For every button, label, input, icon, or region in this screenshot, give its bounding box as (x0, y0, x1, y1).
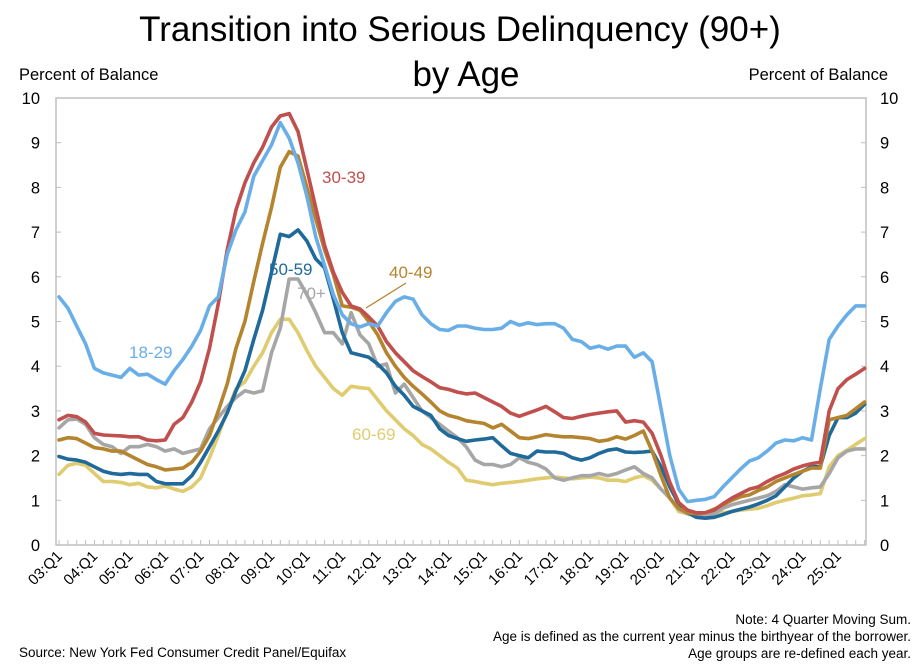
series-label-30-39: 30-39 (322, 168, 365, 187)
x-tick-label: 22:Q1 (698, 548, 739, 589)
note-line-3: Age groups are re-defined each year. (688, 646, 911, 661)
x-tick-label: 09:Q1 (237, 548, 278, 589)
series-label-60-69: 60-69 (352, 425, 395, 444)
y-tick-label-left: 4 (31, 358, 40, 376)
x-tick-label: 21:Q1 (662, 548, 703, 589)
x-tick-label: 10:Q1 (273, 548, 314, 589)
y-tick-label-left: 10 (22, 90, 40, 108)
y-tick-label-left: 5 (31, 314, 40, 332)
x-tick-label: 06:Q1 (131, 548, 172, 589)
note-line-1: Note: 4 Quarter Moving Sum. (735, 612, 911, 627)
x-tick-label: 15:Q1 (450, 548, 491, 589)
y-tick-label-right: 1 (880, 492, 889, 510)
source-note: Source: New York Fed Consumer Credit Pan… (19, 645, 347, 660)
x-tick-label: 05:Q1 (96, 548, 137, 589)
x-tick-label: 16:Q1 (485, 548, 526, 589)
y-tick-label-left: 3 (31, 403, 40, 421)
y-tick-label-left: 9 (31, 135, 40, 153)
x-tick-label: 13:Q1 (379, 548, 420, 589)
x-tick-label: 25:Q1 (804, 548, 845, 589)
y-tick-label-right: 0 (880, 537, 889, 555)
y-tick-label-left: 7 (31, 224, 40, 242)
x-tick-label: 24:Q1 (769, 548, 810, 589)
x-tick-label: 19:Q1 (591, 548, 632, 589)
chart-title: Transition into Serious Delinquency (90+… (139, 10, 781, 49)
y-axis-label-right: Percent of Balance (748, 66, 888, 84)
series-label-70plus: 70+ (297, 284, 326, 303)
y-tick-label-left: 0 (31, 537, 40, 555)
x-tick-label: 08:Q1 (202, 548, 243, 589)
y-tick-label-left: 2 (31, 448, 40, 466)
x-tick-label: 14:Q1 (414, 548, 455, 589)
series-line-50-59 (57, 228, 867, 521)
y-tick-label-right: 3 (880, 403, 889, 421)
series-label-40-49: 40-49 (389, 263, 432, 282)
y-tick-label-left: 8 (31, 179, 40, 197)
y-tick-label-left: 6 (31, 269, 40, 287)
annotation-leader-line-40-49 (365, 282, 407, 309)
y-tick-label-right: 2 (880, 448, 889, 466)
x-tick-label: 20:Q1 (627, 548, 668, 589)
y-tick-label-right: 9 (880, 135, 889, 153)
x-tick-label: 07:Q1 (167, 548, 208, 589)
y-axis-label-left: Percent of Balance (19, 66, 159, 84)
series-line-18-29 (57, 120, 867, 504)
y-tick-label-right: 5 (880, 314, 889, 332)
x-tick-label: 11:Q1 (309, 548, 349, 588)
y-tick-label-right: 4 (880, 358, 889, 376)
note-line-2: Age is defined as the current year minus… (493, 629, 911, 644)
y-tick-label-left: 1 (31, 492, 40, 510)
y-tick-label-right: 10 (880, 90, 898, 108)
plot-area-frame (55, 97, 867, 546)
series-line-70plus (57, 277, 867, 520)
series-label-18-29: 18-29 (129, 343, 172, 362)
x-tick-label: 12:Q1 (344, 548, 385, 589)
y-tick-label-right: 6 (880, 269, 889, 287)
x-tick-label: 18:Q1 (556, 548, 597, 589)
y-tick-label-right: 8 (880, 179, 889, 197)
series-line-40-49 (57, 149, 867, 516)
x-tick-label: 17:Q1 (521, 548, 562, 589)
series-label-50-59: 50-59 (269, 260, 312, 279)
x-tick-label: 04:Q1 (60, 548, 101, 589)
x-tick-label: 23:Q1 (733, 548, 774, 589)
y-tick-label-right: 7 (880, 224, 889, 242)
chart-subtitle: by Age (412, 55, 520, 94)
series-line-30-39 (57, 111, 867, 515)
